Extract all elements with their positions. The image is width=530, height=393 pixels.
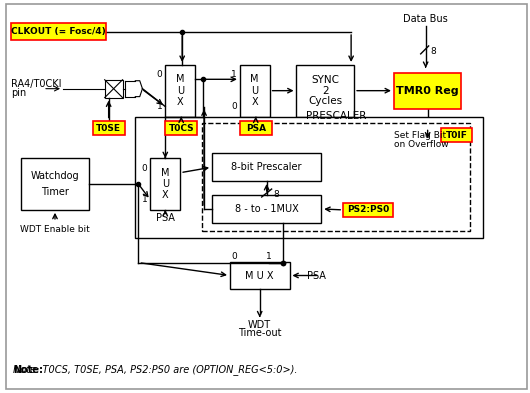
Text: pin: pin: [11, 88, 26, 97]
Text: M: M: [161, 168, 170, 178]
Bar: [151, 158, 180, 210]
Text: U: U: [251, 86, 258, 95]
Text: 1: 1: [266, 252, 271, 261]
Text: PSA: PSA: [156, 213, 175, 223]
Text: WDT Enable bit: WDT Enable bit: [20, 225, 90, 234]
Bar: [212, 195, 321, 223]
Bar: [165, 65, 195, 116]
Text: M: M: [251, 74, 259, 84]
Text: M U X: M U X: [245, 270, 274, 281]
Text: 8: 8: [273, 189, 279, 198]
Text: 0: 0: [231, 102, 237, 111]
Text: 0: 0: [142, 163, 147, 173]
Text: Note: T0CS, T0SE, PSA, PS2:PS0 are (OPTION_REG<5:0>).: Note: T0CS, T0SE, PSA, PS2:PS0 are (OPTI…: [13, 364, 298, 375]
Text: U: U: [176, 86, 184, 95]
Text: SYNC: SYNC: [311, 75, 339, 85]
Bar: [296, 65, 354, 116]
Bar: [93, 121, 125, 135]
Text: 1: 1: [142, 195, 147, 204]
Text: on Overflow: on Overflow: [394, 140, 448, 149]
Text: Timer: Timer: [41, 187, 69, 197]
Bar: [202, 123, 471, 231]
Text: 2: 2: [322, 86, 329, 95]
Text: CLKOUT (= Fosc/4): CLKOUT (= Fosc/4): [11, 27, 106, 36]
Text: TMR0 Reg: TMR0 Reg: [396, 86, 459, 95]
Text: Time-out: Time-out: [238, 328, 281, 338]
Text: Note:: Note:: [13, 365, 43, 375]
Text: 1: 1: [231, 70, 237, 79]
Bar: [343, 203, 393, 217]
Text: X: X: [177, 97, 183, 107]
Bar: [21, 158, 89, 210]
Text: Watchdog: Watchdog: [31, 171, 80, 181]
Bar: [240, 121, 272, 135]
Text: RA4/T0CKI: RA4/T0CKI: [11, 79, 62, 89]
Text: PS2:PS0: PS2:PS0: [347, 206, 389, 215]
Text: 8 - to - 1MUX: 8 - to - 1MUX: [235, 204, 298, 214]
Text: X: X: [251, 97, 258, 107]
Bar: [230, 262, 289, 289]
Text: Set Flag Bit: Set Flag Bit: [394, 131, 449, 140]
Bar: [394, 73, 462, 108]
Bar: [136, 116, 483, 238]
Text: 1: 1: [156, 102, 162, 111]
Text: 0: 0: [231, 252, 237, 261]
Text: 8-bit Prescaler: 8-bit Prescaler: [232, 162, 302, 172]
Text: X: X: [162, 191, 169, 200]
Text: PRESCALER: PRESCALER: [306, 110, 366, 121]
Text: PSA: PSA: [307, 270, 326, 281]
Text: PSA: PSA: [246, 124, 266, 133]
Text: T0SE: T0SE: [96, 124, 121, 133]
Text: WDT: WDT: [248, 320, 271, 330]
Bar: [440, 129, 472, 142]
Text: Data Bus: Data Bus: [403, 14, 448, 24]
Text: U: U: [162, 179, 169, 189]
Text: M: M: [176, 74, 184, 84]
Text: 8: 8: [431, 48, 436, 57]
Text: T0CS: T0CS: [169, 124, 194, 133]
Text: Cycles: Cycles: [308, 96, 342, 106]
Bar: [105, 80, 122, 97]
Text: 0: 0: [156, 70, 162, 79]
Bar: [240, 65, 270, 116]
Bar: [11, 23, 105, 40]
Bar: [165, 121, 197, 135]
Text: T0IF: T0IF: [446, 131, 467, 140]
Bar: [212, 153, 321, 181]
